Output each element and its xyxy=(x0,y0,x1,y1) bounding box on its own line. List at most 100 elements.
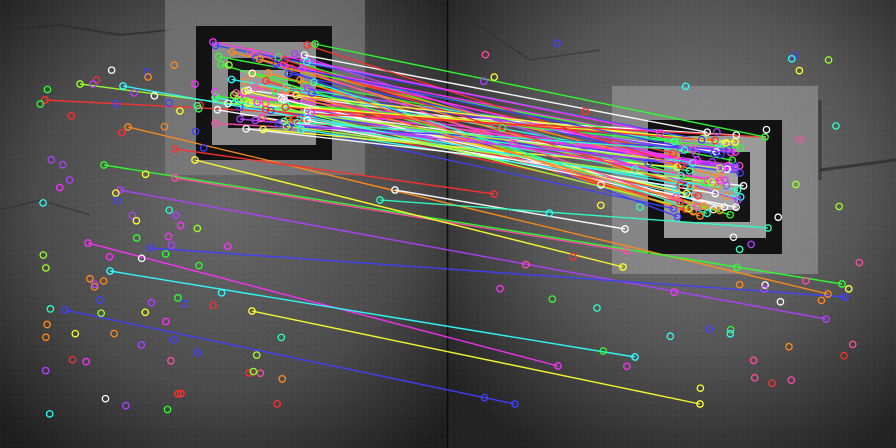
keypoint-left xyxy=(100,161,108,169)
keypoint-right xyxy=(848,340,857,349)
keypoint-right xyxy=(717,150,725,159)
keypoint-left xyxy=(284,69,293,78)
keypoint-left xyxy=(300,51,309,59)
keypoint-right xyxy=(593,304,601,312)
keypoint-right xyxy=(824,290,832,298)
keypoint-right xyxy=(735,280,744,289)
keypoint-left xyxy=(303,107,312,115)
keypoint-right xyxy=(481,50,490,59)
match-line xyxy=(246,128,744,187)
keypoint-left xyxy=(271,87,279,95)
keypoint-right xyxy=(723,161,732,170)
keypoint-right xyxy=(795,135,804,143)
keypoint-right xyxy=(703,209,711,218)
keypoint-left xyxy=(71,329,80,338)
keypoint-left xyxy=(309,78,318,87)
keypoint-left xyxy=(41,264,50,272)
keypoint-left xyxy=(99,277,108,285)
keypoint-right xyxy=(722,192,730,201)
keypoint-right xyxy=(703,128,712,137)
keypoint-left xyxy=(252,351,261,359)
keypoint-left xyxy=(193,224,202,233)
keypoint-left xyxy=(65,176,74,184)
match-line xyxy=(149,247,846,298)
match-line xyxy=(64,309,516,405)
keypoint-left xyxy=(245,369,253,377)
keypoint-left xyxy=(169,335,178,344)
keypoint-left xyxy=(43,85,52,94)
keypoint-left xyxy=(227,75,236,84)
keypoint-left xyxy=(281,100,290,109)
keypoint-left xyxy=(277,333,286,342)
keypoint-left xyxy=(282,86,290,95)
keypoint-left xyxy=(172,211,180,220)
keypoint-right xyxy=(490,73,499,81)
keypoint-right xyxy=(832,122,840,130)
keypoint-right xyxy=(696,400,704,408)
keypoint-left xyxy=(164,232,173,241)
keypoint-left xyxy=(251,116,260,125)
keypoint-right xyxy=(705,325,714,333)
keypoint-right xyxy=(599,347,608,355)
keypoint-right xyxy=(735,245,744,254)
keypoint-left xyxy=(171,145,179,153)
keypoint-left xyxy=(211,93,220,102)
keypoint-left xyxy=(119,82,127,90)
keypoint-right xyxy=(619,263,627,271)
keypoint-right xyxy=(623,247,631,255)
keypoint-right xyxy=(672,186,680,194)
keypoint-left xyxy=(261,105,270,114)
match-line xyxy=(87,242,559,367)
keypoint-left xyxy=(61,306,69,314)
keypoint-left xyxy=(150,91,159,100)
match-line xyxy=(379,199,769,229)
keypoint-right xyxy=(824,56,833,64)
keypoint-left xyxy=(89,80,97,88)
keypoint-left xyxy=(246,47,255,56)
keypoint-right xyxy=(568,252,577,261)
keypoint-left xyxy=(248,307,256,315)
keypoint-right xyxy=(731,148,740,156)
keypoint-left xyxy=(307,109,316,117)
keypoint-right xyxy=(711,136,719,145)
keypoint-left xyxy=(253,98,262,107)
keypoint-left xyxy=(101,394,110,403)
keypoint-right xyxy=(694,191,702,200)
keypoint-left xyxy=(236,115,244,123)
keypoint-right xyxy=(676,197,684,206)
keypoint-left xyxy=(211,119,219,128)
keypoint-right xyxy=(731,138,740,146)
match-line xyxy=(239,118,736,169)
keypoint-right xyxy=(731,164,739,172)
keypoint-left xyxy=(132,216,141,225)
keypoint-left xyxy=(292,91,301,100)
keypoint-right xyxy=(761,281,769,289)
keypoint-left xyxy=(282,122,291,131)
match-line xyxy=(286,125,712,183)
keypoint-right xyxy=(711,189,720,198)
keypoint-right xyxy=(597,180,605,189)
keypoint-right xyxy=(795,66,804,75)
keypoint-left xyxy=(308,89,316,97)
keypoint-left xyxy=(122,401,130,410)
keypoint-right xyxy=(703,176,712,185)
keypoint-left xyxy=(41,366,50,375)
match-lines xyxy=(44,41,846,405)
keypoint-right xyxy=(801,276,810,285)
keypoint-right xyxy=(496,284,504,293)
keypoint-left xyxy=(39,199,47,207)
keypoint-left xyxy=(55,183,64,192)
keypoint-left xyxy=(193,101,202,110)
keypoint-left xyxy=(46,305,55,313)
keypoint-left xyxy=(259,125,267,134)
keypoint-right xyxy=(669,204,678,213)
keypoint-right xyxy=(855,258,864,267)
keypoint-right xyxy=(736,169,744,177)
match-line xyxy=(109,270,636,358)
keypoint-right xyxy=(596,201,605,210)
keypoint-left xyxy=(228,47,236,56)
keypoint-right xyxy=(631,353,639,361)
keypoint-left xyxy=(177,389,185,398)
keypoint-left xyxy=(39,251,48,259)
keypoint-right xyxy=(761,133,769,141)
